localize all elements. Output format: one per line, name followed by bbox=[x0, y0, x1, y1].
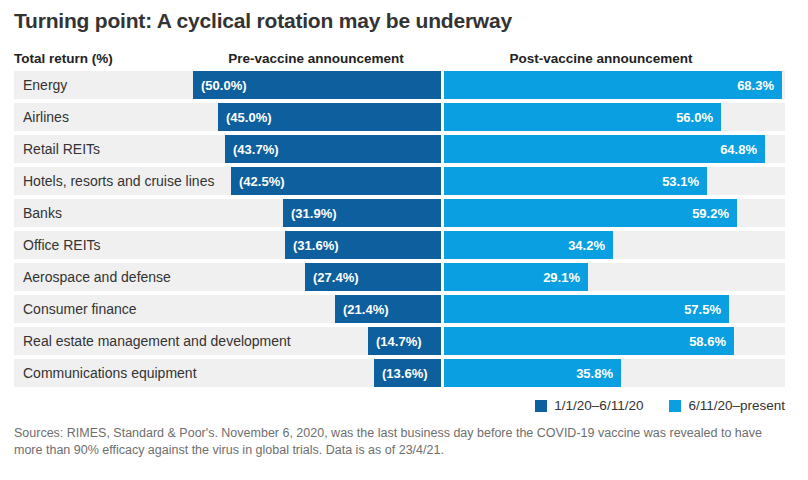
pre-vaccine-swatch-icon bbox=[535, 400, 547, 412]
post-vaccine-cell: 59.2% bbox=[444, 199, 785, 227]
post-vaccine-value: 56.0% bbox=[668, 110, 721, 125]
post-vaccine-bar: 57.5% bbox=[444, 295, 729, 323]
sector-label: Office REITs bbox=[23, 231, 101, 259]
pre-vaccine-bar: (45.0%) bbox=[218, 103, 441, 131]
legend-label-pre-vaccine: 1/1/20–6/11/20 bbox=[554, 398, 643, 413]
post-vaccine-bar: 35.8% bbox=[444, 359, 621, 387]
sector-label: Banks bbox=[23, 199, 62, 227]
legend-label-post-vaccine: 6/11/20–present bbox=[688, 398, 785, 413]
pre-vaccine-bar: (31.9%) bbox=[283, 199, 441, 227]
pre-vaccine-cell: Office REITs (31.6%) bbox=[14, 231, 441, 259]
pre-vaccine-value: (43.7%) bbox=[225, 142, 287, 157]
pre-vaccine-bar: (42.5%) bbox=[231, 167, 441, 195]
post-vaccine-cell: 29.1% bbox=[444, 263, 785, 291]
pre-vaccine-value: (31.9%) bbox=[283, 206, 345, 221]
legend: 1/1/20–6/11/20 6/11/20–present bbox=[535, 398, 785, 413]
column-header-total-return: Total return (%) bbox=[14, 51, 113, 66]
post-vaccine-value: 34.2% bbox=[560, 238, 613, 253]
post-vaccine-value: 59.2% bbox=[684, 206, 737, 221]
page-title: Turning point: A cyclical rotation may b… bbox=[14, 9, 512, 33]
legend-item-pre-vaccine: 1/1/20–6/11/20 bbox=[535, 398, 643, 413]
chart-row: Consumer finance (21.4%) 57.5% bbox=[14, 295, 785, 323]
post-vaccine-bar: 64.8% bbox=[444, 135, 765, 163]
sector-label: Hotels, resorts and cruise lines bbox=[23, 167, 214, 195]
sector-label: Real estate management and development bbox=[23, 327, 291, 355]
post-vaccine-bar: 59.2% bbox=[444, 199, 737, 227]
pre-vaccine-value: (13.6%) bbox=[374, 366, 436, 381]
pre-vaccine-value: (50.0%) bbox=[193, 78, 255, 93]
pre-vaccine-value: (42.5%) bbox=[231, 174, 293, 189]
chart-row: Hotels, resorts and cruise lines (42.5%)… bbox=[14, 167, 785, 195]
chart-row: Real estate management and development (… bbox=[14, 327, 785, 355]
pre-vaccine-cell: Communications equipment (13.6%) bbox=[14, 359, 441, 387]
pre-vaccine-cell: Real estate management and development (… bbox=[14, 327, 441, 355]
post-vaccine-cell: 35.8% bbox=[444, 359, 785, 387]
post-vaccine-cell: 56.0% bbox=[444, 103, 785, 131]
chart-row: Aerospace and defense (27.4%) 29.1% bbox=[14, 263, 785, 291]
pre-vaccine-bar: (13.6%) bbox=[374, 359, 441, 387]
chart-row: Airlines (45.0%) 56.0% bbox=[14, 103, 785, 131]
pre-vaccine-cell: Airlines (45.0%) bbox=[14, 103, 441, 131]
post-vaccine-cell: 57.5% bbox=[444, 295, 785, 323]
pre-vaccine-value: (31.6%) bbox=[285, 238, 347, 253]
post-vaccine-cell: 64.8% bbox=[444, 135, 785, 163]
pre-vaccine-value: (27.4%) bbox=[305, 270, 367, 285]
pre-vaccine-cell: Banks (31.9%) bbox=[14, 199, 441, 227]
post-vaccine-bar: 56.0% bbox=[444, 103, 721, 131]
post-vaccine-bar: 58.6% bbox=[444, 327, 734, 355]
pre-vaccine-value: (14.7%) bbox=[368, 334, 430, 349]
post-vaccine-bar: 53.1% bbox=[444, 167, 707, 195]
diverging-bar-chart: Energy (50.0%) 68.3% Airlines (45.0%) 56… bbox=[14, 71, 785, 391]
sector-label: Energy bbox=[23, 71, 67, 99]
post-vaccine-swatch-icon bbox=[669, 400, 681, 412]
pre-vaccine-cell: Consumer finance (21.4%) bbox=[14, 295, 441, 323]
chart-row: Energy (50.0%) 68.3% bbox=[14, 71, 785, 99]
post-vaccine-value: 58.6% bbox=[681, 334, 734, 349]
column-header-pre-vaccine: Pre-vaccine announcement bbox=[228, 51, 404, 66]
post-vaccine-bar: 29.1% bbox=[444, 263, 588, 291]
pre-vaccine-bar: (14.7%) bbox=[368, 327, 441, 355]
post-vaccine-cell: 53.1% bbox=[444, 167, 785, 195]
post-vaccine-cell: 68.3% bbox=[444, 71, 785, 99]
chart-row: Banks (31.9%) 59.2% bbox=[14, 199, 785, 227]
legend-item-post-vaccine: 6/11/20–present bbox=[669, 398, 785, 413]
post-vaccine-value: 35.8% bbox=[568, 366, 621, 381]
chart-row: Retail REITs (43.7%) 64.8% bbox=[14, 135, 785, 163]
pre-vaccine-cell: Aerospace and defense (27.4%) bbox=[14, 263, 441, 291]
sector-label: Consumer finance bbox=[23, 295, 137, 323]
pre-vaccine-cell: Retail REITs (43.7%) bbox=[14, 135, 441, 163]
post-vaccine-value: 53.1% bbox=[654, 174, 707, 189]
post-vaccine-bar: 34.2% bbox=[444, 231, 613, 259]
chart-row: Office REITs (31.6%) 34.2% bbox=[14, 231, 785, 259]
pre-vaccine-cell: Energy (50.0%) bbox=[14, 71, 441, 99]
sector-label: Aerospace and defense bbox=[23, 263, 171, 291]
source-note: Sources: RIMES, Standard & Poor's. Novem… bbox=[14, 425, 790, 460]
sector-label: Retail REITs bbox=[23, 135, 100, 163]
post-vaccine-value: 29.1% bbox=[535, 270, 588, 285]
pre-vaccine-value: (45.0%) bbox=[218, 110, 280, 125]
pre-vaccine-bar: (21.4%) bbox=[335, 295, 441, 323]
pre-vaccine-bar: (50.0%) bbox=[193, 71, 441, 99]
sector-label: Airlines bbox=[23, 103, 69, 131]
post-vaccine-cell: 58.6% bbox=[444, 327, 785, 355]
post-vaccine-value: 57.5% bbox=[676, 302, 729, 317]
pre-vaccine-bar: (31.6%) bbox=[285, 231, 441, 259]
pre-vaccine-cell: Hotels, resorts and cruise lines (42.5%) bbox=[14, 167, 441, 195]
pre-vaccine-value: (21.4%) bbox=[335, 302, 397, 317]
post-vaccine-value: 64.8% bbox=[712, 142, 765, 157]
pre-vaccine-bar: (27.4%) bbox=[305, 263, 441, 291]
post-vaccine-cell: 34.2% bbox=[444, 231, 785, 259]
post-vaccine-bar: 68.3% bbox=[444, 71, 782, 99]
post-vaccine-value: 68.3% bbox=[729, 78, 782, 93]
pre-vaccine-bar: (43.7%) bbox=[225, 135, 441, 163]
sector-label: Communications equipment bbox=[23, 359, 197, 387]
column-header-post-vaccine: Post-vaccine announcement bbox=[509, 51, 692, 66]
chart-row: Communications equipment (13.6%) 35.8% bbox=[14, 359, 785, 387]
